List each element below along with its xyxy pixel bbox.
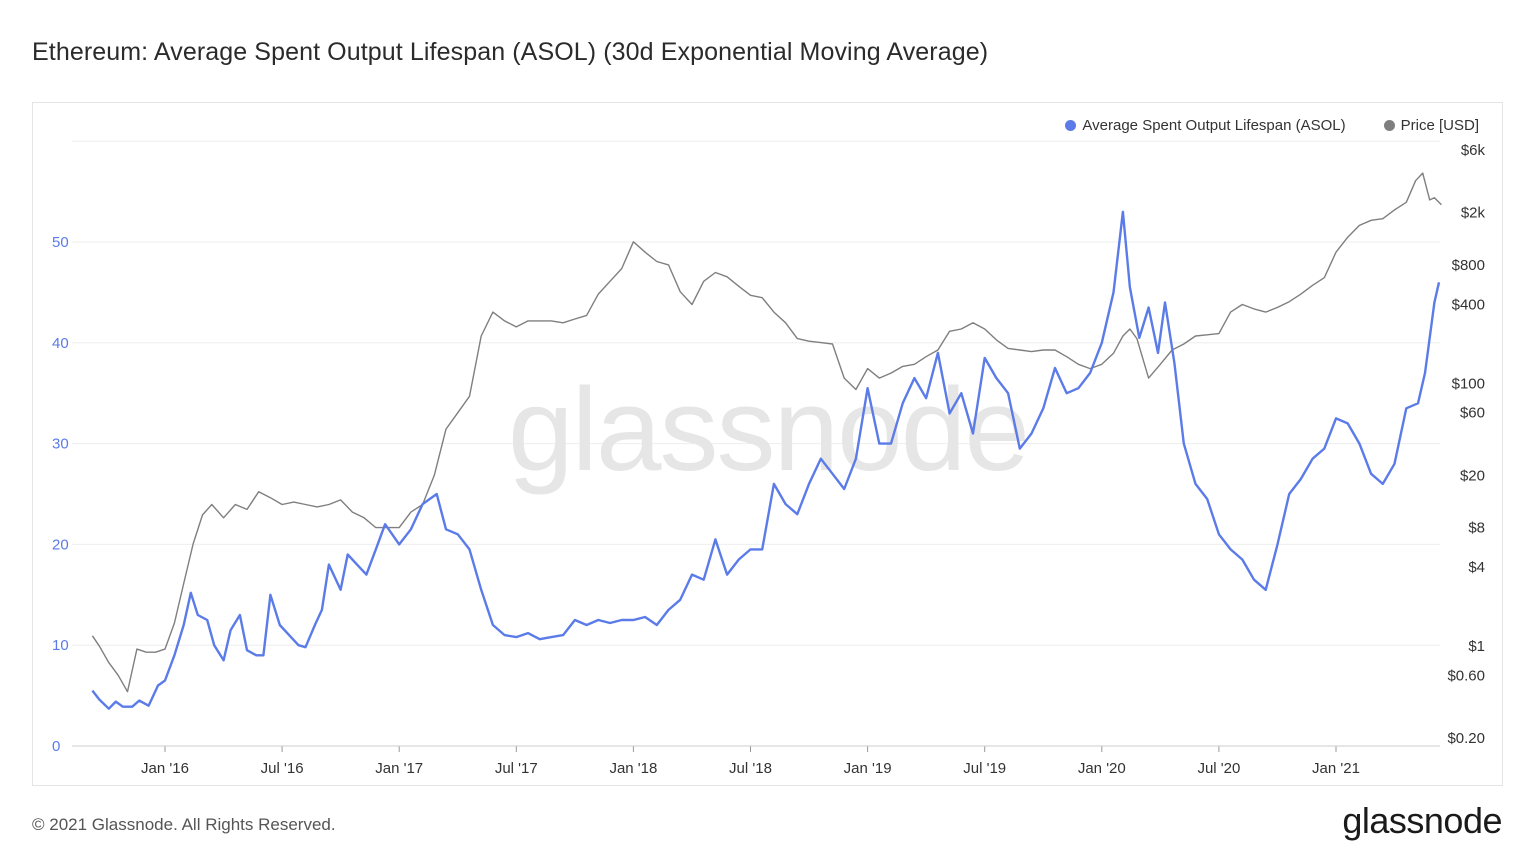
price-dot-icon: [1383, 120, 1395, 131]
legend-item-price[interactable]: Price [USD]: [1383, 117, 1479, 134]
left-tick-label: 10: [52, 637, 69, 654]
series-layer: [91, 172, 1442, 710]
left-tick-label: 40: [52, 335, 69, 352]
x-tick-label: Jan '17: [375, 760, 423, 777]
chart-panel: [32, 102, 1503, 786]
right-tick-label: $0.60: [1447, 667, 1485, 684]
x-tick-label: Jul '19: [963, 760, 1006, 777]
x-axis: Jan '16 Jul '16 Jan '17 Jul '17 Jan '18 Jul '…: [72, 745, 1440, 777]
left-tick-label: 50: [52, 234, 69, 251]
x-tick-label: Jul '16: [261, 760, 304, 777]
right-tick-label: $400: [1452, 296, 1485, 313]
left-tick-label: 30: [52, 436, 69, 453]
right-tick-label: $2k: [1461, 205, 1486, 222]
x-tick-label: Jan '20: [1078, 760, 1126, 777]
legend-item-asol[interactable]: Average Spent Output Lifespan (ASOL): [1065, 117, 1346, 134]
right-tick-label: $100: [1452, 376, 1485, 393]
right-tick-label: $1: [1468, 638, 1485, 655]
x-tick-label: Jan '19: [844, 760, 892, 777]
legend-asol-label: Average Spent Output Lifespan (ASOL): [1082, 117, 1346, 134]
asol-series-line: [91, 210, 1441, 710]
price-series-line: [91, 172, 1442, 693]
right-tick-label: $800: [1452, 257, 1485, 274]
page-title: Ethereum: Average Spent Output Lifespan …: [32, 38, 989, 66]
right-tick-label: $60: [1460, 405, 1485, 422]
right-tick-label: $6k: [1461, 142, 1486, 159]
x-tick-label: Jan '18: [609, 760, 657, 777]
right-tick-label: $8: [1468, 520, 1485, 537]
left-tick-label: 20: [52, 536, 69, 553]
right-axis: $6k $2k $800 $400 $100 $60 $20 $8 $4 $1 $0.60 $0.20: [1447, 142, 1485, 747]
x-tick-label: Jan '21: [1312, 760, 1360, 777]
copyright-footer: © 2021 Glassnode. All Rights Reserved.: [32, 815, 336, 834]
x-tick-label: Jul '17: [495, 760, 538, 777]
right-tick-label: $0.20: [1447, 730, 1485, 747]
right-tick-label: $4: [1468, 559, 1485, 576]
asol-dot-icon: [1065, 120, 1077, 131]
legend-price-label: Price [USD]: [1400, 117, 1479, 134]
x-tick-label: Jan '16: [141, 760, 189, 777]
legend: Average Spent Output Lifespan (ASOL) Pri…: [1065, 117, 1479, 134]
glassnode-logo[interactable]: glassnode: [1342, 800, 1502, 841]
left-axis: 0 10 20 30 40 50: [52, 234, 69, 755]
x-tick-label: Jul '18: [729, 760, 772, 777]
x-tick-label: Jul '20: [1197, 760, 1240, 777]
left-tick-label: 0: [52, 738, 60, 755]
right-tick-label: $20: [1460, 467, 1485, 484]
watermark: glassnode: [508, 364, 1028, 496]
